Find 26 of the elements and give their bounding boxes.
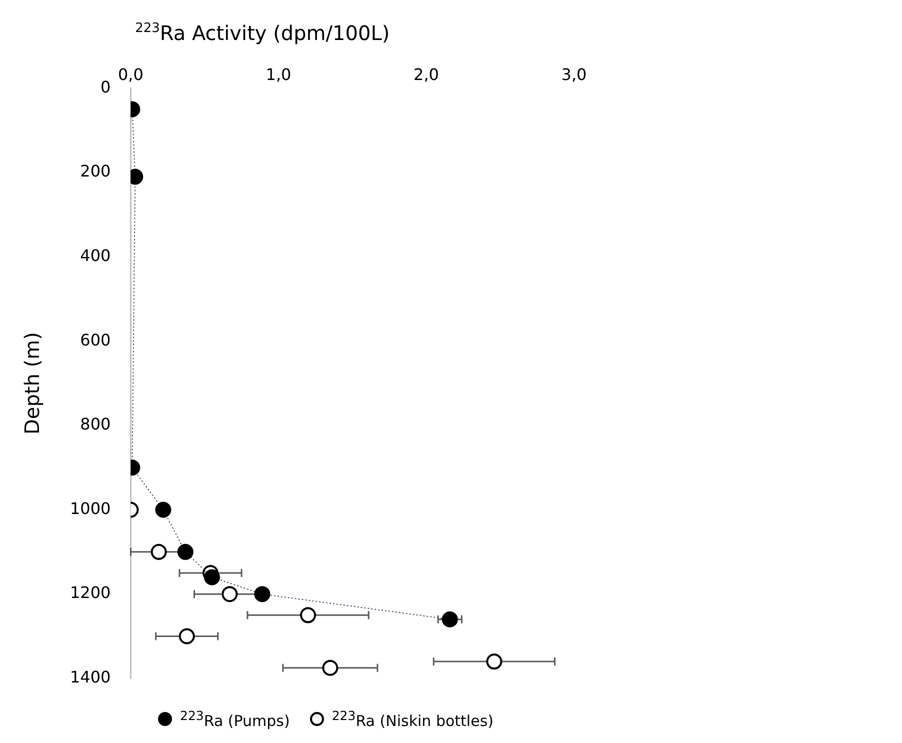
x-tick-label: 2,0 [414,64,439,84]
x-tick-label: 1,0 [266,64,292,84]
y-tick-label: 1400 [70,668,111,687]
y-tick-label: 0 [100,77,111,96]
point [150,544,167,560]
y-tick-label: 600 [80,330,111,350]
y-tick-label: 800 [80,414,111,434]
point [442,611,458,628]
point [300,607,316,624]
point [222,586,238,602]
y-tick-label: 400 [80,246,111,265]
legend-label: $^{223}$Ra (Niskin bottles) [332,708,494,730]
point [178,628,195,644]
point [204,569,220,586]
x-tick-label: 3,0 [561,64,587,84]
y-tick-label: 1000 [70,498,111,518]
point [177,544,194,560]
point [254,586,270,602]
point [322,660,338,676]
y-tick-label: 200 [80,162,111,181]
y-tick-label: 1200 [70,583,111,602]
y-axis-title: Depth (m) [20,332,44,434]
point [486,654,502,670]
legend-label: $^{223}$Ra (Pumps) [180,708,290,730]
x-tick-label: 0,0 [118,64,144,84]
point [155,502,172,518]
